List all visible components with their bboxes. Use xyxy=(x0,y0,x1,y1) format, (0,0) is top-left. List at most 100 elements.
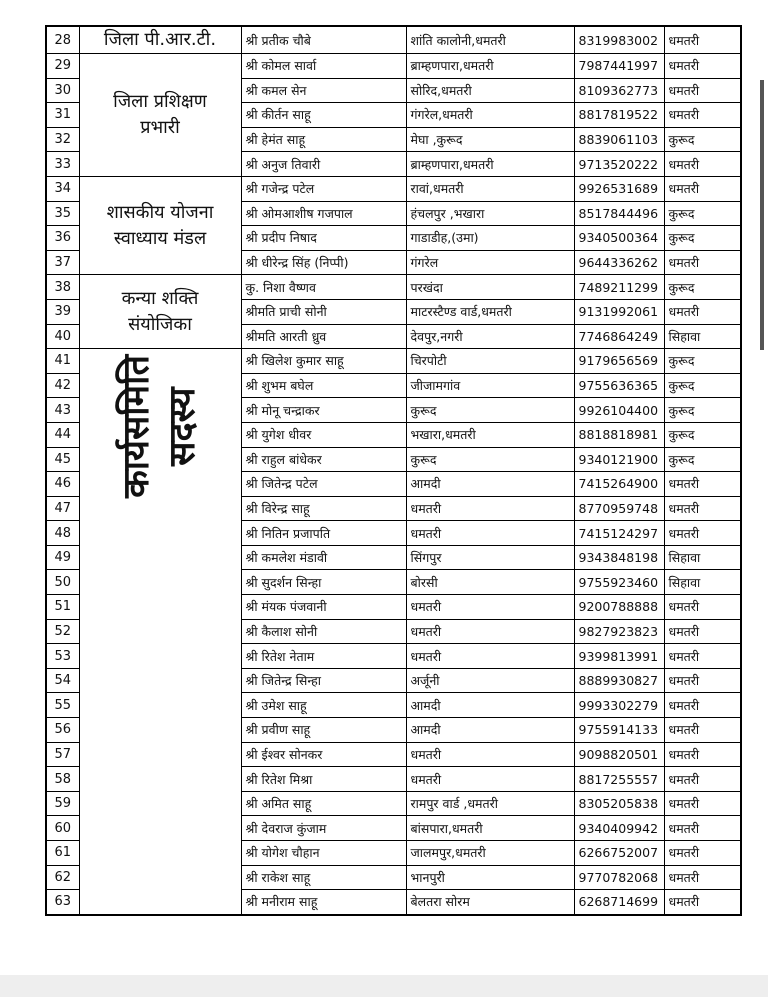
table-row: 56 श्री प्रवीण साहू आमदी 9755914133 धमतरी xyxy=(45,717,742,743)
phone: 8319983002 xyxy=(573,25,665,54)
phone: 6266752007 xyxy=(573,840,665,866)
phone: 9340409942 xyxy=(573,815,665,841)
district: धमतरी xyxy=(663,717,742,743)
member-name: श्री प्रदीप निषाद xyxy=(240,225,407,251)
district: धमतरी xyxy=(663,25,742,54)
address: धमतरी xyxy=(405,766,575,792)
group-label-line: संयोजिका xyxy=(128,313,192,335)
address: धमतरी xyxy=(405,520,575,546)
group-label: शासकीय योजना स्वाध्याय मंडल xyxy=(78,175,242,276)
table-row: 47 श्री विरेन्द्र साहू धमतरी 8770959748 धमतर… xyxy=(45,495,742,522)
district: धमतरी xyxy=(663,815,742,841)
address: धमतरी xyxy=(405,741,575,768)
member-name: श्री सुदर्शन सिन्हा xyxy=(240,569,407,596)
member-name: श्री कमलेश मंडावी xyxy=(240,544,407,571)
phone: 8770959748 xyxy=(573,495,665,522)
district: धमतरी xyxy=(663,175,742,202)
address: भानपुरी xyxy=(405,864,575,891)
table-row: 38 कन्या शक्ति संयोजिका कु. निशा वैष्णव परखं… xyxy=(45,274,742,350)
address: कुरूद xyxy=(405,397,575,423)
group-label: जिला पी.आर.टी. xyxy=(78,25,242,54)
address: शांति कालोनी,धमतरी xyxy=(405,25,575,54)
phone: 9755923460 xyxy=(573,569,665,596)
address: माटरस्टैण्ड वार्ड,धमतरी xyxy=(405,298,575,325)
address: बांसपारा,धमतरी xyxy=(405,815,575,841)
row-number: 52 xyxy=(45,618,80,645)
edge-bar xyxy=(760,80,764,350)
phone: 7489211299 xyxy=(573,274,665,300)
member-name: श्री योगेश चौहान xyxy=(240,840,407,866)
row-number: 38 xyxy=(45,274,80,300)
member-table: 28 जिला पी.आर.टी. श्री प्रतीक चौबे शांति का… xyxy=(45,25,742,916)
member-name: श्री कमल सेन xyxy=(240,77,407,104)
district: धमतरी xyxy=(663,298,742,325)
group-label-line: शासकीय योजना xyxy=(106,201,214,223)
address: परखंदा xyxy=(405,274,575,300)
group-label: कार्यसमिति सदस्य xyxy=(78,348,242,916)
table-row: 58 श्री रितेश मिश्रा धमतरी 8817255557 धमतरी xyxy=(45,766,742,792)
address: आमदी xyxy=(405,471,575,497)
row-number: 58 xyxy=(45,766,80,792)
table-row: 54 श्री जितेन्द्र सिन्हा अर्जूनी 8889930827… xyxy=(45,667,742,694)
table-row: 55 श्री उमेश साहू आमदी 9993302279 धमतरी xyxy=(45,692,742,719)
group-label-line: कार्यसमिति xyxy=(116,355,157,499)
table-row: 33 श्री अनुज तिवारी ब्राम्हणपारा,धमतरी 9713… xyxy=(45,151,742,177)
table-row: 61 श्री योगेश चौहान जालमपुर,धमतरी 626675200… xyxy=(45,840,742,866)
phone: 9098820501 xyxy=(573,741,665,768)
member-name: श्री जितेन्द्र सिन्हा xyxy=(240,667,407,694)
row-number: 29 xyxy=(45,53,80,79)
table-row: 35 श्री ओमआशीष गजपाल हंचलपुर ,भखारा 8517844… xyxy=(45,200,742,227)
row-number: 54 xyxy=(45,667,80,694)
member-name: श्री प्रतीक चौबे xyxy=(240,25,407,54)
row-number: 63 xyxy=(45,889,80,916)
district: धमतरी xyxy=(663,864,742,891)
row-number: 60 xyxy=(45,815,80,841)
row-number: 45 xyxy=(45,446,80,473)
member-name: श्री नितिन प्रजापति xyxy=(240,520,407,546)
row-number: 62 xyxy=(45,864,80,891)
row-number: 31 xyxy=(45,102,80,128)
row-number: 40 xyxy=(45,323,80,350)
phone: 9755914133 xyxy=(573,717,665,743)
member-name: श्री उमेश साहू xyxy=(240,692,407,719)
member-name: श्री रितेश नेताम xyxy=(240,643,407,669)
district: धमतरी xyxy=(663,840,742,866)
address: गंगरेल,धमतरी xyxy=(405,102,575,128)
member-name: श्रीमति आरती ध्रुव xyxy=(240,323,407,350)
phone: 8889930827 xyxy=(573,667,665,694)
row-number: 39 xyxy=(45,298,80,325)
district: कुरूद xyxy=(663,348,742,374)
address: सोरिद,धमतरी xyxy=(405,77,575,104)
phone: 8517844496 xyxy=(573,200,665,227)
phone: 7987441997 xyxy=(573,53,665,79)
row-number: 44 xyxy=(45,421,80,448)
group-label-line: जिला पी.आर.टी. xyxy=(103,29,217,50)
district: धमतरी xyxy=(663,766,742,792)
address: धमतरी xyxy=(405,618,575,645)
phone: 7415264900 xyxy=(573,471,665,497)
phone: 8109362773 xyxy=(573,77,665,104)
table-row: 34 शासकीय योजना स्वाध्याय मंडल श्री गजेन्द्… xyxy=(45,175,742,276)
district: कुरूद xyxy=(663,421,742,448)
row-number: 47 xyxy=(45,495,80,522)
table-body: 28 जिला पी.आर.टी. श्री प्रतीक चौबे शांति का… xyxy=(45,25,742,916)
address: आमदी xyxy=(405,717,575,743)
row-number: 61 xyxy=(45,840,80,866)
address: आमदी xyxy=(405,692,575,719)
address: धमतरी xyxy=(405,594,575,620)
address: गंगरेल xyxy=(405,249,575,276)
member-name: श्री कीर्तन साहू xyxy=(240,102,407,128)
phone: 8817255557 xyxy=(573,766,665,792)
row-number: 30 xyxy=(45,77,80,104)
address: देवपुर,नगरी xyxy=(405,323,575,350)
address: ब्राम्हणपारा,धमतरी xyxy=(405,151,575,177)
district: कुरूद xyxy=(663,126,742,153)
address: बेलतरा सोरम xyxy=(405,889,575,916)
row-number: 35 xyxy=(45,200,80,227)
phone: 8839061103 xyxy=(573,126,665,153)
table-row: 52 श्री कैलाश सोनी धमतरी 9827923823 धमतरी xyxy=(45,618,742,645)
address: जीजामगांव xyxy=(405,372,575,399)
table-row: 28 जिला पी.आर.टी. श्री प्रतीक चौबे शांति का… xyxy=(45,25,742,54)
row-number: 59 xyxy=(45,790,80,817)
phone: 9926104400 xyxy=(573,397,665,423)
